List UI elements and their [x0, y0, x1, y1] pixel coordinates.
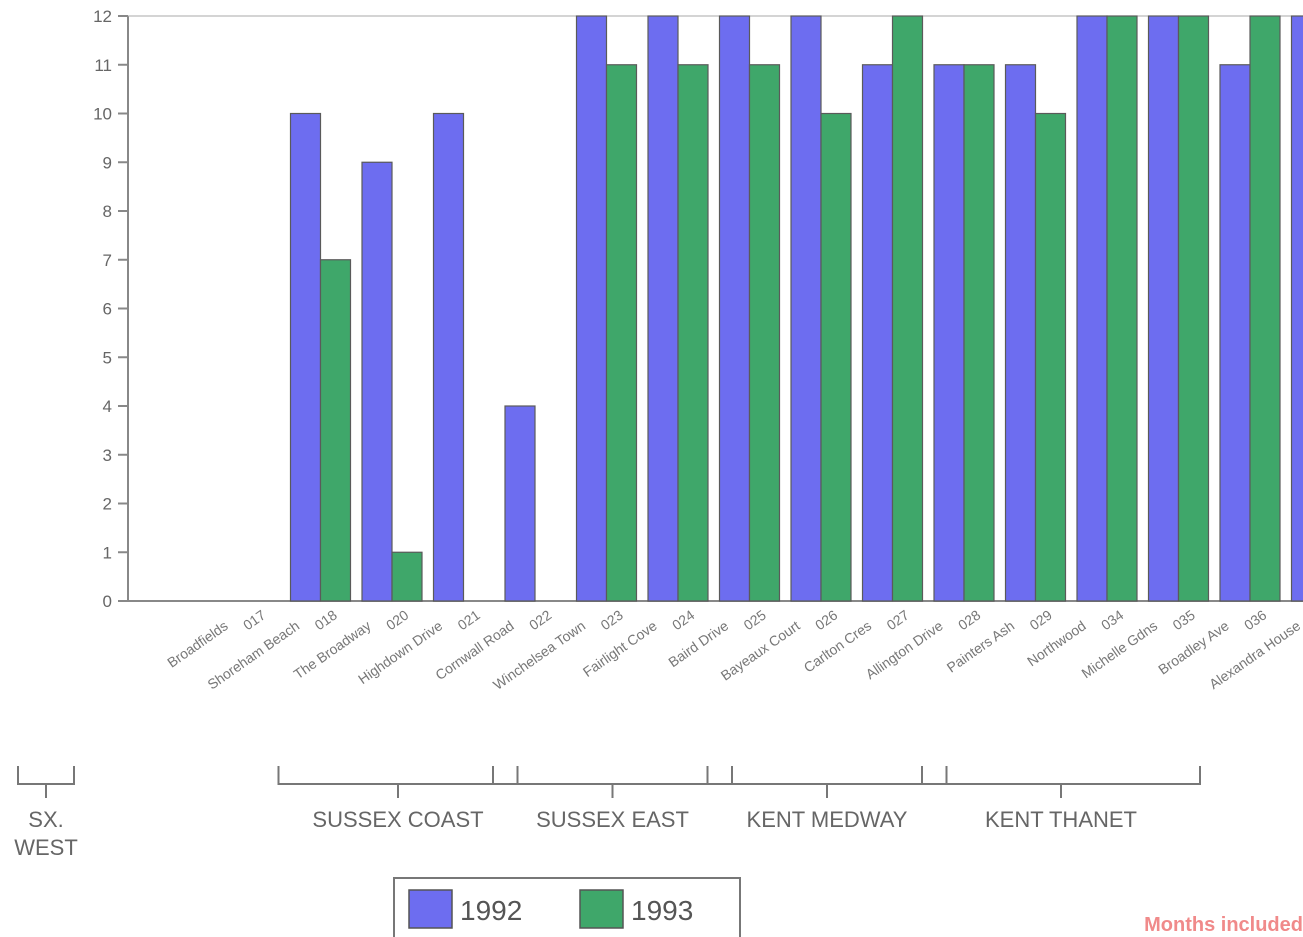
category-code: 035 — [1169, 607, 1197, 634]
bar-1992-036 — [1219, 64, 1251, 602]
category-code: 026 — [812, 607, 840, 634]
region-bracket — [706, 766, 948, 785]
region-label: KENT MEDWAY — [747, 807, 908, 832]
legend-swatch-1993 — [579, 889, 624, 929]
bar-1992-028 — [933, 64, 965, 602]
bar-1993-036 — [1249, 15, 1281, 602]
bar-1992-021 — [432, 112, 465, 602]
y-tick-label: 8 — [103, 202, 112, 221]
y-tick-label: 11 — [94, 56, 112, 75]
category-code: 029 — [1026, 607, 1054, 634]
category-label: Bayeaux Court — [718, 617, 803, 683]
category-code: 028 — [955, 607, 983, 634]
legend-label-1992: 1992 — [460, 895, 522, 926]
y-tick-label: 5 — [103, 348, 112, 367]
y-tick-label: 1 — [103, 543, 112, 562]
y-tick-label: 0 — [103, 592, 112, 611]
bar-1992-023 — [575, 15, 608, 602]
category-code: 017 — [240, 607, 268, 634]
region-label: SUSSEX EAST — [536, 807, 689, 832]
bar-1993-018 — [319, 259, 352, 602]
y-tick-label: 6 — [103, 300, 112, 319]
bar-1992-024 — [647, 15, 679, 602]
legend-label-1993: 1993 — [631, 895, 693, 926]
region-label: SX. — [28, 807, 63, 832]
bar-1992-020 — [361, 161, 393, 602]
bar-1992-018 — [289, 112, 322, 602]
bar-1992-025 — [718, 15, 751, 602]
region-bracket — [17, 766, 75, 785]
category-code: 021 — [454, 607, 482, 634]
category-label: Fairlight Cove — [580, 617, 660, 680]
category-code: 024 — [669, 607, 697, 634]
category-code: 023 — [597, 607, 625, 634]
bar-1993-020 — [391, 551, 423, 602]
bar-1993-023 — [605, 64, 638, 602]
region-groups: SX. WEST SUSSEX COAST SUSSEX EAST KENT MEDWA… — [14, 766, 1201, 860]
y-tick-label: 4 — [103, 397, 112, 416]
bar-1993-027 — [891, 15, 924, 602]
y-tick-label: 2 — [103, 495, 112, 514]
region-label: KENT THANET — [985, 807, 1137, 832]
bar-1993-026 — [820, 112, 852, 602]
bar-1992-034 — [1076, 15, 1108, 602]
region-label: SUSSEX COAST — [312, 807, 483, 832]
bar-1993-029 — [1034, 112, 1067, 602]
bar-1992-035 — [1147, 15, 1180, 602]
category-code: 020 — [383, 607, 411, 634]
bar-1992-026 — [790, 15, 822, 602]
category-code: 018 — [311, 607, 339, 634]
category-label: Broadfields — [164, 617, 231, 670]
bar-1993-034 — [1106, 15, 1138, 602]
category-label: Carlton Cres — [801, 617, 875, 675]
region-bracket — [921, 766, 1201, 785]
bar-1992-027 — [861, 64, 894, 602]
bar-1992-029 — [1004, 64, 1037, 602]
bar-1993-028 — [963, 64, 995, 602]
category-label: Painters Ash — [944, 617, 1018, 675]
bar-1993-035 — [1177, 15, 1210, 602]
region-bracket — [492, 766, 733, 785]
y-tick-label: 3 — [103, 446, 112, 465]
bars — [289, 15, 1303, 602]
footnote: Months included — [1144, 914, 1303, 936]
y-tick-label: 12 — [93, 7, 112, 26]
category-label: Michelle Gdns — [1078, 617, 1160, 681]
category-label: Allington Drive — [863, 617, 946, 682]
category-code: 034 — [1098, 607, 1126, 634]
bar-1993-024 — [677, 64, 709, 602]
category-code: 025 — [740, 607, 768, 634]
bar-1992-037 — [1290, 15, 1303, 602]
category-code: 022 — [526, 607, 554, 634]
legend-swatch-1992 — [408, 889, 453, 929]
bar-1993-025 — [748, 64, 781, 602]
legend: 1992 1993 — [393, 877, 741, 937]
category-code: 036 — [1241, 607, 1269, 634]
region-label: WEST — [14, 835, 78, 860]
bar-1992-022 — [504, 405, 536, 602]
y-tick-label: 9 — [103, 153, 112, 172]
region-bracket — [277, 766, 519, 785]
y-tick-label: 10 — [93, 105, 112, 124]
category-code: 027 — [883, 607, 911, 634]
y-tick-label: 7 — [103, 251, 112, 270]
